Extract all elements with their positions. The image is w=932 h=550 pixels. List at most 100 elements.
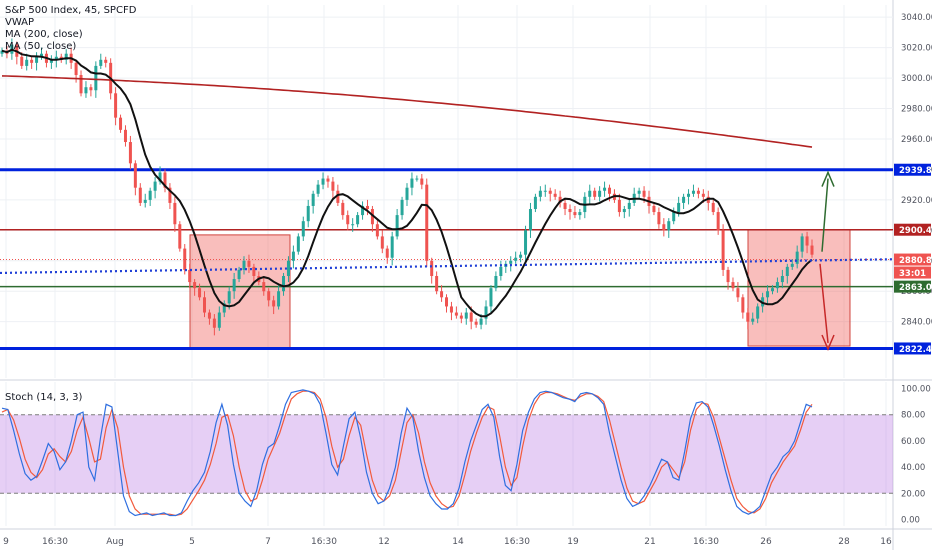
- candle-body: [222, 303, 226, 313]
- time-tick-label: 16:30: [693, 537, 719, 547]
- candle-body: [642, 190, 646, 197]
- legend-ma200[interactable]: MA (200, close): [5, 29, 83, 40]
- candle-body: [370, 209, 374, 225]
- candle-body: [706, 196, 710, 203]
- candle-body: [49, 59, 53, 63]
- candle-body: [440, 291, 444, 298]
- candle-body: [598, 190, 602, 197]
- candle-body: [449, 306, 453, 313]
- candle-body: [173, 202, 177, 225]
- candle-body: [691, 190, 695, 194]
- legend-vwap[interactable]: VWAP: [5, 17, 35, 28]
- stoch-tick-label: 20.00: [901, 489, 925, 499]
- candle-body: [247, 260, 251, 267]
- time-tick-label: 16: [880, 537, 892, 547]
- candle-body: [94, 65, 98, 91]
- candle-body: [519, 254, 523, 258]
- candle-body: [104, 59, 108, 63]
- candle-body: [321, 178, 325, 185]
- candle-body: [385, 248, 389, 258]
- price-label-box: [894, 253, 931, 266]
- candle-body: [40, 53, 44, 57]
- candle-body: [128, 142, 132, 164]
- stoch-tick-label: 60.00: [901, 437, 925, 447]
- candle-body: [227, 291, 231, 304]
- consolidation-zone-right: [747, 229, 851, 347]
- price-labels: 2939.8 2900.4 2880.8 33:01 2863.0 2822.4: [894, 163, 932, 355]
- price-tick-label: 3000.00: [901, 74, 932, 84]
- candle-body: [657, 212, 661, 225]
- stoch-label[interactable]: Stoch (14, 3, 3): [5, 392, 83, 403]
- candle-body: [741, 297, 745, 313]
- candle-body: [573, 212, 577, 216]
- candle-body: [474, 321, 478, 325]
- candle-body: [687, 193, 691, 197]
- time-tick-label: 5: [189, 537, 195, 547]
- candle-body: [464, 312, 468, 319]
- candle-body: [114, 93, 118, 118]
- price-label-box: [894, 163, 931, 176]
- chart-legend: S&P 500 Index, 45, SPCFD VWAP MA (200, c…: [5, 5, 136, 53]
- candle-body: [336, 190, 340, 203]
- candle-body: [296, 236, 300, 252]
- candle-body: [454, 312, 458, 316]
- time-tick-label: 28: [838, 537, 850, 547]
- ma50-line: [1, 48, 813, 318]
- candle-body: [326, 178, 330, 182]
- candle-body: [780, 275, 784, 283]
- candle-body: [469, 312, 473, 322]
- candle-body: [35, 56, 39, 63]
- candle-body: [351, 224, 355, 226]
- candle-body: [400, 199, 404, 216]
- price-label-text: 2880.8: [899, 256, 932, 266]
- stochastic-pane: 0.00 20.00 40.00 60.00 80.00 100.00: [0, 385, 931, 525]
- candle-body: [198, 288, 202, 298]
- time-tick-label: 16:30: [42, 537, 68, 547]
- consolidation-zone-left: [189, 234, 291, 349]
- stoch-tick-label: 40.00: [901, 463, 925, 473]
- candle-body: [810, 245, 814, 255]
- candle-body: [608, 187, 611, 194]
- candle-body: [64, 53, 68, 60]
- candle-body: [770, 288, 774, 292]
- legend-ma50[interactable]: MA (50, close): [5, 41, 77, 52]
- time-tick-label: 16:30: [311, 537, 337, 547]
- candle-body: [805, 236, 809, 246]
- candle-body: [617, 199, 621, 213]
- candle-body: [528, 209, 532, 231]
- candle-body: [410, 178, 414, 188]
- candle-body: [746, 312, 750, 322]
- candle-body: [726, 269, 730, 283]
- candle-body: [133, 163, 137, 188]
- ma200-line: [1, 75, 813, 148]
- candle-body: [430, 260, 434, 276]
- candle-body: [775, 282, 779, 289]
- candle-body: [123, 129, 127, 143]
- candle-body: [20, 56, 24, 66]
- candle-body: [652, 205, 656, 213]
- candle-body: [445, 297, 449, 307]
- candle-body: [622, 209, 626, 213]
- candle-body: [74, 62, 78, 76]
- candle-body: [138, 187, 142, 203]
- candle-body: [578, 212, 582, 216]
- price-tick-label: 2840.00: [901, 318, 932, 328]
- candle-body: [84, 87, 88, 94]
- time-tick-label: 12: [378, 537, 389, 547]
- candle-body: [277, 291, 281, 307]
- candle-body: [751, 318, 755, 322]
- candle-body: [716, 212, 720, 231]
- candle-body: [153, 181, 157, 191]
- candle-body: [696, 190, 700, 194]
- candle-body: [800, 236, 804, 252]
- price-label-box: [894, 280, 931, 293]
- candle-body: [163, 172, 167, 188]
- candle-body: [311, 193, 315, 206]
- candle-body: [99, 59, 103, 66]
- time-tick-label: 16:30: [504, 537, 530, 547]
- candle-body: [533, 196, 537, 210]
- candle-body: [484, 306, 488, 319]
- legend-title: S&P 500 Index, 45, SPCFD: [5, 5, 137, 16]
- candle-body: [524, 230, 528, 255]
